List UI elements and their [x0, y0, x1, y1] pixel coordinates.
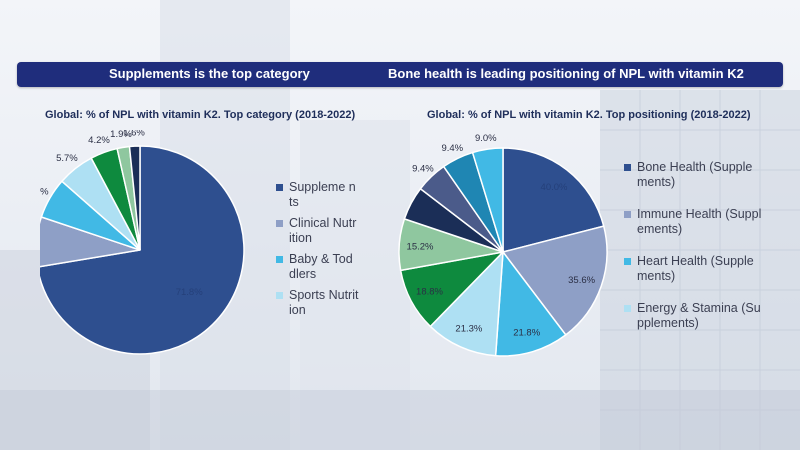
- legend-swatch: [624, 211, 631, 218]
- legend-swatch: [624, 258, 631, 265]
- slice-label: 6.3%: [40, 187, 49, 198]
- pie-slice: [128, 145, 141, 251]
- legend-label: Clinical Nutrition: [289, 216, 357, 245]
- legend-swatch: [624, 164, 631, 171]
- pie-slice: [40, 145, 245, 355]
- slice-label: 9.4%: [412, 164, 434, 175]
- legend-label: Sports Nutrition: [289, 288, 359, 317]
- header-banner: Supplements is the top category Bone hea…: [17, 62, 783, 87]
- legend-label: Suppleme nts: [289, 180, 356, 209]
- slice-label: 71.8%: [176, 287, 203, 298]
- slice-label: 5.7%: [56, 153, 78, 164]
- pie-slice: [471, 147, 504, 253]
- pie-slice: [429, 250, 504, 357]
- slice-label: 1.6%: [123, 130, 145, 139]
- slice-label: 1.9%: [110, 130, 132, 140]
- positioning-pie-chart: 40.0% 35.6% 21.8% 21.3% 18.8% 15.2% 9.4% 9.4% 9.…: [398, 133, 608, 357]
- category-legend: Suppleme nts Clinical Nutrition Baby & Tod…: [276, 180, 376, 320]
- right-banner-title: Bone health is leading positioning of NP…: [388, 66, 744, 81]
- legend-swatch: [276, 220, 283, 227]
- slice-label: 9.4%: [441, 143, 463, 154]
- legend-label: Bone Health (Supplements): [637, 160, 753, 189]
- legend-swatch: [624, 305, 631, 312]
- left-chart-title: Global: % of NPL with vitamin K2. Top ca…: [45, 109, 356, 121]
- left-banner-title: Supplements is the top category: [109, 66, 310, 81]
- legend-swatch: [276, 256, 283, 263]
- legend-label: Energy & Stamina (Supplements): [637, 301, 761, 330]
- legend-swatch: [276, 292, 283, 299]
- right-chart-title: Global: % of NPL with vitamin K2. Top po…: [427, 109, 751, 121]
- pie-slice: [494, 249, 567, 357]
- slice-label: 21.8%: [513, 327, 540, 338]
- slice-label: 40.0%: [541, 182, 568, 193]
- slice-label: 18.8%: [416, 287, 443, 298]
- slice-label: 35.6%: [568, 275, 595, 286]
- legend-label: Baby & Toddlers: [289, 252, 353, 281]
- slice-label: 21.3%: [455, 323, 482, 334]
- pie-slice: [501, 225, 608, 336]
- legend-label: Immune Health (Supplements): [637, 207, 762, 236]
- category-pie-chart: 71.8%7.7%6.3%5.7%4.2%1.9%1.6%: [40, 130, 245, 355]
- slice-label: 4.2%: [88, 135, 110, 146]
- legend-swatch: [276, 184, 283, 191]
- slice-label: 9.0%: [475, 133, 497, 144]
- legend-label: Heart Health (Supplements): [637, 254, 754, 283]
- pie-slice: [502, 147, 605, 253]
- positioning-legend: Bone Health (Supplements) Immune Health (…: [624, 160, 774, 340]
- slice-label: 15.2%: [407, 241, 434, 252]
